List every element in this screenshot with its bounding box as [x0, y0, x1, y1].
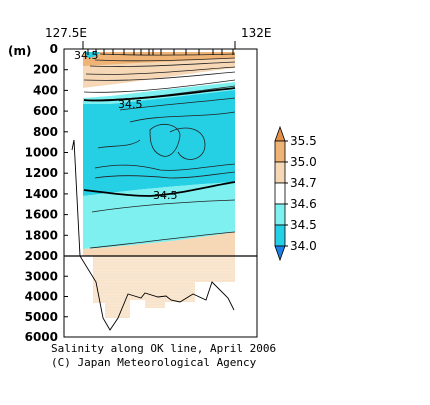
depth-tick-label: 2000 — [25, 249, 58, 263]
contour-line — [91, 199, 236, 213]
contour-label: 34.5 — [118, 98, 143, 111]
depth-tick-label: 1200 — [25, 166, 58, 180]
colorbar-label: 35.0 — [290, 155, 317, 169]
colorbar-label: 34.5 — [290, 218, 317, 232]
depth-tick-label: 1800 — [25, 228, 58, 242]
colorbar-bottom-arrow — [274, 245, 286, 262]
depth-tick-label: 800 — [33, 125, 58, 139]
layer-surface-saltier — [83, 52, 235, 66]
caption-credit: (C) Japan Meteorological Agency — [51, 356, 257, 369]
depth-tick-label: 5000 — [25, 310, 58, 324]
layer-transition-lower — [83, 182, 235, 249]
contour-label: 34.5 — [74, 49, 99, 62]
contour-line — [99, 53, 236, 56]
depth-tick-label: 200 — [33, 63, 58, 77]
depth-tick-labels: 0 200 400 600 800 1000 1200 1400 1600 1800 2000 300… — [25, 42, 68, 344]
lon-label-east: 132E — [241, 26, 272, 40]
contour-line — [85, 66, 236, 75]
contour-34-5-lower — [83, 181, 236, 197]
colorbar-box — [274, 203, 286, 226]
caption-title: Salinity along OK line, April 2006 — [51, 342, 276, 355]
colorbar: 35.5 35.0 34.7 34.6 34.5 34.0 — [274, 125, 317, 262]
contour-line — [97, 139, 141, 149]
contour-lines — [83, 53, 236, 249]
contour-34-5-upper — [83, 87, 236, 102]
layer-deep — [83, 232, 235, 256]
contour-line — [129, 111, 236, 123]
contour-line — [89, 61, 236, 67]
contour-line — [169, 127, 206, 160]
contour-line — [119, 97, 236, 111]
mask-west — [65, 50, 83, 256]
contour-line — [94, 57, 236, 62]
depth-tick-label: 3000 — [25, 269, 58, 283]
contour-line — [89, 231, 236, 249]
salinity-layers — [83, 52, 235, 318]
bottom-profile — [71, 139, 235, 331]
colorbar-label: 34.6 — [290, 197, 317, 211]
layer-intermediate-fresh — [83, 90, 235, 196]
colorbar-top-arrow — [274, 125, 286, 142]
layer-transition-upper — [83, 82, 235, 104]
depth-tick-label: 1000 — [25, 146, 58, 160]
depth-tick-label: 1600 — [25, 208, 58, 222]
bathymetry — [64, 50, 257, 331]
colorbar-box — [274, 224, 286, 247]
depth-tick-label: 600 — [33, 104, 58, 118]
colorbar-label: 34.0 — [290, 239, 317, 253]
contour-line — [94, 163, 236, 171]
depth-tick-label: 1400 — [25, 187, 58, 201]
colorbar-box — [274, 161, 286, 184]
colorbar-box — [274, 182, 286, 205]
axis-ticks — [82, 41, 236, 55]
lon-label-west: 127.5E — [45, 26, 87, 40]
mask-east-upper — [236, 50, 256, 255]
y-unit-label: (m) — [8, 44, 31, 58]
contour-line — [83, 71, 236, 81]
depth-tick-label: 0 — [50, 42, 58, 56]
contour-line — [94, 171, 236, 179]
colorbar-box — [274, 140, 286, 163]
contour-label: 34.5 — [153, 189, 178, 202]
contour-line — [83, 79, 236, 93]
depth-tick-label: 6000 — [25, 330, 58, 344]
layer-abyssal — [93, 256, 235, 318]
colorbar-label: 35.5 — [290, 134, 317, 148]
depth-tick-label: 400 — [33, 83, 58, 97]
contour-line — [149, 123, 181, 157]
depth-tick-label: 4000 — [25, 290, 58, 304]
colorbar-label: 34.7 — [290, 176, 317, 190]
contour-labels: 34.5 34.5 34.5 — [74, 49, 178, 202]
